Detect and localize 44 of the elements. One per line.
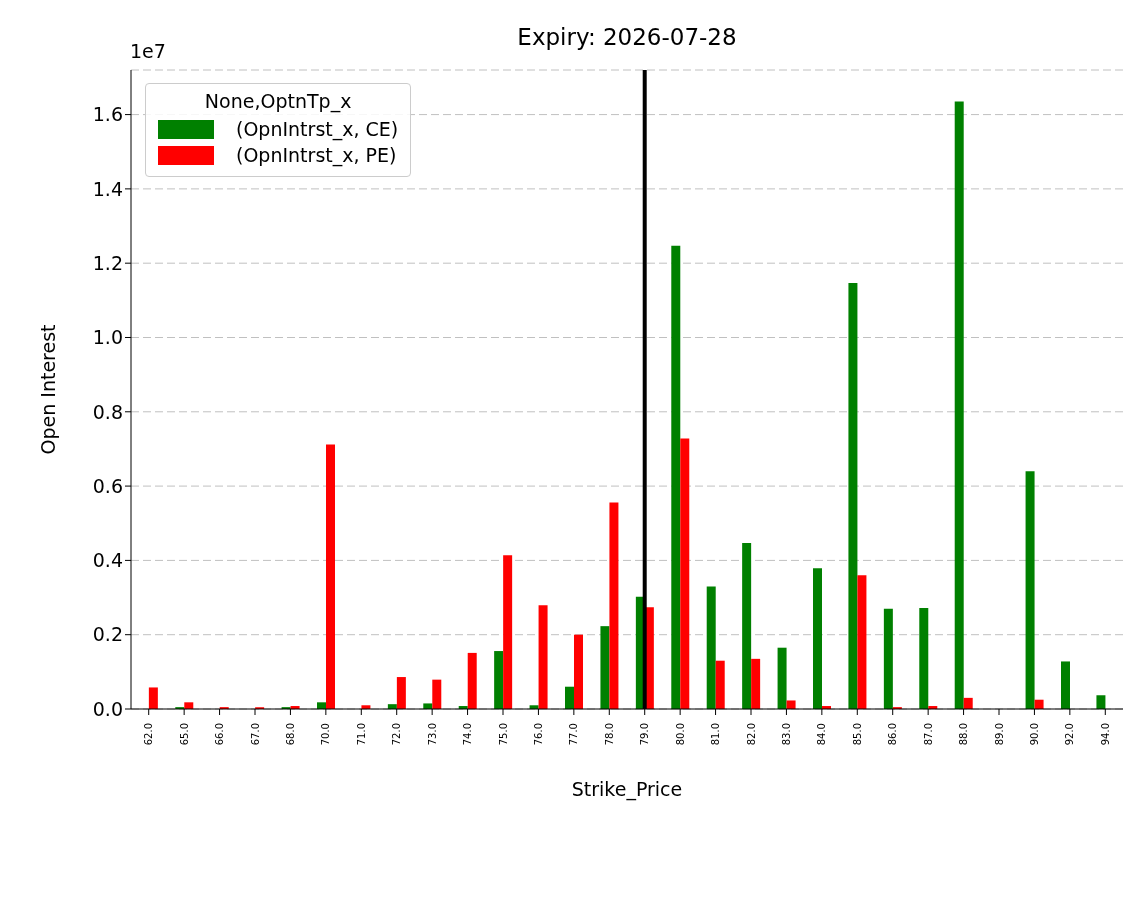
- x-tick-label: 84.0: [816, 723, 828, 746]
- x-tick-label: 70.0: [320, 723, 332, 746]
- legend-label: (OpnIntrst_x, CE): [236, 118, 399, 140]
- x-tick-label: 73.0: [426, 723, 438, 746]
- y-tick-label: 0.2: [92, 623, 123, 646]
- x-tick-label: 80.0: [674, 723, 686, 746]
- y-tick-label: 1.0: [92, 326, 123, 349]
- x-tick-label: 89.0: [993, 723, 1005, 746]
- x-tick-label: 74.0: [462, 723, 474, 746]
- x-tick-label: 78.0: [603, 723, 615, 746]
- x-tick-label: 86.0: [887, 723, 899, 746]
- x-tick-label: 76.0: [532, 723, 544, 746]
- text: 1e7: [130, 40, 166, 62]
- x-tick-label: 87.0: [922, 723, 934, 746]
- y-tick-label: 1.2: [92, 251, 123, 274]
- x-tick-label: 77.0: [568, 723, 580, 746]
- x-tick-label: 66.0: [214, 723, 226, 746]
- x-tick-label: 67.0: [249, 723, 261, 746]
- x-tick-label: 71.0: [355, 723, 367, 746]
- x-tick-label: 94.0: [1099, 723, 1111, 746]
- y-tick-label: 0.4: [92, 549, 123, 572]
- x-tick-label: 79.0: [639, 723, 651, 746]
- y-tick-label: 0.8: [92, 400, 123, 423]
- x-tick-label: 81.0: [710, 723, 722, 746]
- legend-title: None,OptnTp_x: [203, 90, 353, 112]
- x-tick-label: 92.0: [1064, 723, 1076, 746]
- y-tick-label: 0.6: [92, 474, 123, 497]
- y-tick-label: 1.4: [92, 177, 123, 200]
- legend-label: (OpnIntrst_x, PE): [236, 144, 397, 166]
- x-tick-label: 72.0: [391, 723, 403, 746]
- x-axis-title: Strike_Price: [571, 778, 683, 801]
- y-tick-label: 1.6: [92, 103, 123, 126]
- x-tick-label: 83.0: [780, 723, 792, 746]
- x-tick-label: 65.0: [178, 723, 190, 746]
- x-tick-label: 85.0: [851, 723, 863, 746]
- chart-title: Expiry: 2026-07-28: [517, 24, 737, 50]
- x-tick-label: 88.0: [958, 723, 970, 746]
- x-tick-label: 62.0: [143, 723, 155, 746]
- x-tick-label: 82.0: [745, 723, 757, 746]
- y-tick-label: 0.0: [92, 697, 123, 720]
- y-axis-title: Open Interest: [36, 324, 59, 455]
- x-tick-label: 75.0: [497, 723, 509, 746]
- x-tick-label: 90.0: [1028, 723, 1040, 746]
- x-tick-label: 68.0: [284, 723, 296, 746]
